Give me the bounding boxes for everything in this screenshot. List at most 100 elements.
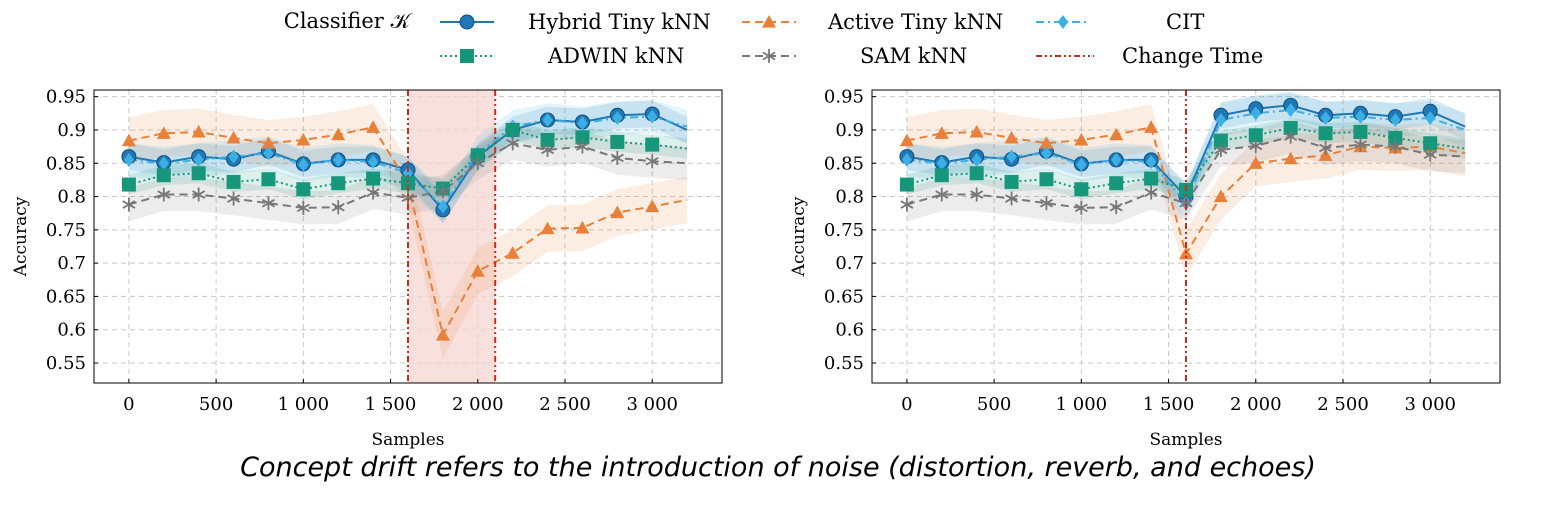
- data-point-active: [226, 130, 241, 144]
- data-point-cit: [1006, 149, 1017, 164]
- legend-marker-hybrid: [459, 14, 475, 30]
- data-point-adwin: [261, 172, 276, 187]
- x-tick-label: 3 000: [626, 394, 678, 415]
- legend-entry-active: Active Tiny kNN: [742, 10, 1003, 34]
- series-line-sam: [906, 135, 1466, 209]
- data-point-active: [1074, 132, 1089, 146]
- band-active: [128, 103, 688, 359]
- data-point-sam: [1353, 137, 1367, 152]
- data-point-adwin: [899, 177, 914, 192]
- y-tick-label: 0.7: [57, 253, 86, 274]
- data-point-cit: [901, 152, 913, 167]
- data-point-active: [1144, 120, 1159, 133]
- data-point-sam: [575, 139, 589, 154]
- data-point-cit: [1285, 102, 1296, 117]
- axes-frame: [871, 89, 1501, 384]
- data-point-sam: [227, 191, 241, 206]
- data-point-cit: [1250, 106, 1262, 121]
- legend-marker-active: [762, 15, 776, 28]
- data-point-cit: [228, 149, 239, 164]
- data-point-active: [331, 127, 346, 141]
- data-point-adwin: [505, 122, 520, 137]
- y-tick-label: 0.55: [46, 353, 86, 374]
- data-point-adwin: [1318, 126, 1333, 141]
- data-point-cit: [437, 199, 449, 214]
- y-tick-label: 0.85: [824, 153, 864, 174]
- x-tick-label: 3 000: [1404, 394, 1456, 415]
- data-point-active: [296, 132, 311, 146]
- x-tick-label: 2 000: [1230, 394, 1282, 415]
- data-point-sam: [970, 187, 984, 202]
- data-point-cit: [193, 152, 204, 167]
- data-point-active: [1213, 189, 1228, 203]
- data-point-cit: [612, 110, 623, 125]
- data-point-cit: [577, 116, 588, 131]
- x-tick-label: 0: [123, 394, 134, 415]
- data-point-cit: [298, 157, 309, 172]
- data-point-sam: [506, 136, 520, 151]
- x-tick-label: 1 000: [1056, 394, 1108, 415]
- data-point-active: [540, 221, 555, 235]
- data-point-adwin: [1004, 174, 1019, 189]
- data-point-active: [156, 126, 171, 139]
- data-point-adwin: [1283, 120, 1298, 135]
- data-point-adwin: [121, 177, 136, 192]
- data-point-cit: [542, 112, 553, 127]
- data-point-active: [505, 246, 520, 259]
- data-point-active: [261, 136, 276, 149]
- data-point-active: [121, 133, 136, 147]
- legend: Classifier 𝒦 Hybrid Tiny kNN Active Tiny…: [284, 9, 1263, 68]
- series-markers-sam: [122, 136, 659, 215]
- data-point-sam: [1249, 138, 1263, 153]
- figure-caption: Concept drift refers to the introduction…: [240, 452, 1316, 483]
- data-point-adwin: [540, 132, 555, 147]
- series-markers-cit: [123, 109, 658, 214]
- data-point-sam: [1214, 142, 1228, 157]
- data-point-cit: [1424, 110, 1436, 125]
- data-point-cit: [971, 152, 982, 167]
- data-point-sam: [1074, 200, 1088, 215]
- grid-right: [872, 90, 1500, 383]
- data-point-sam: [471, 156, 485, 171]
- data-point-adwin: [934, 168, 949, 183]
- legend-entry-change: Change Time: [1036, 44, 1263, 68]
- y-tick-label: 0.85: [46, 153, 86, 174]
- data-point-adwin: [296, 182, 311, 197]
- y-tick-label: 0.9: [57, 120, 86, 141]
- series-markers-cit: [901, 102, 1436, 211]
- x-tick-label: 2 000: [452, 394, 504, 415]
- data-point-adwin: [969, 166, 984, 181]
- data-point-cit: [1390, 112, 1401, 127]
- y-tick-label: 0.65: [824, 286, 864, 307]
- data-point-sam: [900, 197, 914, 212]
- legend-label-active: Active Tiny kNN: [827, 10, 1003, 34]
- data-point-sam: [1039, 196, 1053, 211]
- y-tick-label: 0.55: [824, 353, 864, 374]
- data-point-sam: [1423, 147, 1437, 162]
- data-point-sam: [610, 150, 624, 165]
- data-point-sam: [541, 142, 555, 157]
- legend-swatch-sam: [742, 49, 796, 63]
- legend-label-adwin: ADWIN kNN: [547, 44, 684, 68]
- data-point-adwin: [1144, 171, 1159, 186]
- data-point-active: [575, 220, 590, 234]
- y-axis-label: Accuracy: [11, 196, 31, 277]
- data-point-sam: [192, 187, 206, 202]
- legend-label-hybrid: Hybrid Tiny kNN: [528, 10, 711, 34]
- data-point-cit: [1076, 157, 1087, 172]
- data-point-cit: [123, 152, 135, 167]
- data-point-active: [934, 126, 949, 139]
- y-tick-label: 0.75: [824, 220, 864, 241]
- x-tick-label: 1 500: [1143, 394, 1195, 415]
- data-point-active: [191, 124, 206, 138]
- legend-swatch-adwin: [440, 49, 494, 63]
- legend-header: Classifier 𝒦: [284, 9, 413, 33]
- y-tick-label: 0.8: [57, 187, 86, 208]
- data-point-sam: [1144, 185, 1158, 200]
- y-tick-label: 0.8: [835, 187, 864, 208]
- data-point-active: [435, 328, 450, 341]
- data-point-sam: [122, 197, 136, 212]
- data-point-active: [1179, 246, 1193, 260]
- data-point-sam: [401, 190, 415, 205]
- data-point-adwin: [1423, 136, 1438, 151]
